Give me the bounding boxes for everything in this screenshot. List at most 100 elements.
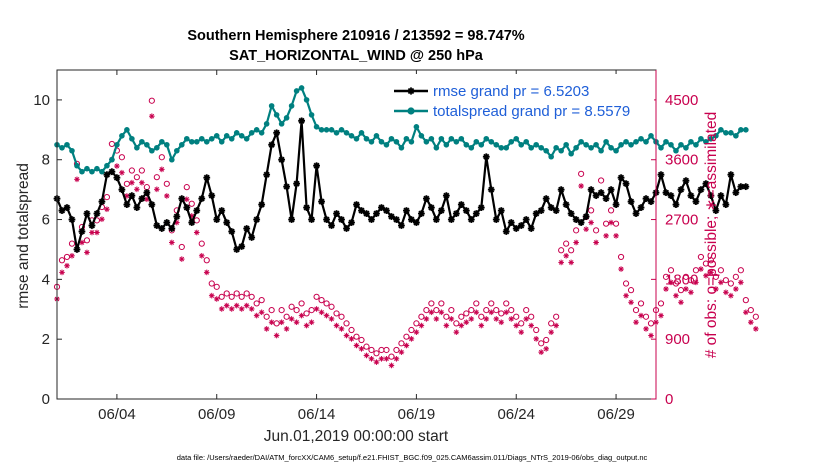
rmse-point — [298, 117, 305, 125]
rmse-point-stroke — [73, 246, 81, 253]
obs-assimilated-point — [69, 252, 75, 259]
rmse-point-stroke — [468, 216, 475, 223]
totalspread-point — [129, 135, 135, 142]
obs-assimilated-point-stroke — [523, 316, 529, 322]
totalspread-point — [114, 141, 120, 148]
legend-rmse-marker — [407, 87, 415, 95]
rmse-point-stroke — [223, 219, 230, 226]
obs-assimilated-point — [708, 269, 714, 276]
obs-assimilated-point-stroke — [424, 316, 429, 322]
rmse-point-stroke — [583, 213, 590, 220]
totalspread-point — [698, 135, 704, 142]
obs-possible-point — [353, 333, 360, 340]
totalspread-point — [708, 135, 714, 142]
obs-assimilated-point — [638, 312, 644, 319]
totalspread-point — [89, 168, 95, 175]
obs-possible-point — [208, 280, 215, 287]
obs-assimilated-point — [468, 316, 475, 322]
rmse-point — [193, 207, 201, 214]
obs-assimilated-point — [518, 329, 525, 336]
rmse-point-stroke — [318, 198, 325, 205]
obs-possible-point — [433, 306, 440, 314]
totalspread-point — [368, 138, 375, 145]
totalspread-point — [398, 144, 405, 151]
obs-assimilated-point-stroke — [179, 256, 185, 262]
obs-assimilated-point-stroke — [394, 356, 399, 362]
obs-assimilated-point-stroke — [463, 319, 469, 325]
rmse-point — [278, 156, 286, 164]
obs-assimilated-point-stroke — [688, 289, 694, 295]
obs-possible-point — [632, 306, 640, 314]
totalspread-point — [528, 144, 535, 151]
obs-assimilated-point-stroke — [319, 309, 324, 315]
rmse-point — [457, 201, 465, 208]
obs-possible-point — [153, 174, 160, 181]
rmse-point-stroke — [672, 201, 680, 208]
rmse-point-stroke — [163, 219, 170, 226]
rmse-point — [687, 192, 695, 200]
obs-assimilated-point-stroke — [369, 356, 374, 362]
totalspread-point — [119, 133, 125, 139]
rmse-point-stroke — [433, 216, 440, 223]
obs-assimilated-point-stroke — [668, 280, 674, 285]
obs-assimilated-point-stroke — [169, 240, 175, 245]
obs-possible-point — [373, 350, 380, 357]
obs-possible-point — [428, 300, 435, 307]
rmse-point-stroke — [538, 207, 545, 214]
rmse-point-stroke — [657, 171, 665, 178]
obs-assimilated-point — [413, 329, 420, 336]
rmse-point-stroke — [298, 117, 305, 124]
rmse-point — [123, 201, 131, 208]
obs-assimilated-point — [59, 269, 65, 276]
obs-possible-point — [363, 343, 370, 350]
totalspread-point — [503, 144, 510, 151]
rmse-point — [682, 177, 690, 185]
rmse-point — [233, 246, 241, 253]
x-axis: 06/04 06/09 06/14 06/19 06/24 06/29 — [98, 70, 635, 423]
totalspread-point — [94, 165, 100, 172]
rmse-point — [672, 201, 680, 208]
obs-assimilated-point-stroke — [134, 186, 140, 192]
obs-assimilated-point-stroke — [553, 323, 559, 328]
obs-assimilated-point — [693, 279, 699, 286]
rmse-point-stroke — [628, 198, 635, 205]
obs-assimilated-point-stroke — [74, 177, 80, 182]
totalspread-point — [373, 133, 380, 139]
totalspread-point — [318, 127, 325, 133]
rmse-point — [73, 246, 81, 253]
rmse-point — [717, 192, 725, 200]
rmse-point-stroke — [548, 204, 555, 211]
obs-assimilated-point — [618, 266, 624, 272]
totalspread-point — [573, 144, 579, 151]
totalspread-point — [438, 135, 445, 142]
obs-assimilated-point-stroke — [259, 309, 264, 315]
rmse-point-stroke — [258, 201, 265, 208]
obs-assimilated-point — [218, 306, 225, 312]
obs-possible-point — [573, 227, 580, 234]
obs-assimilated-point-stroke — [184, 196, 190, 202]
obs-assimilated-point-stroke — [728, 293, 734, 298]
totalspread-point — [423, 138, 430, 145]
rmse-point-stroke — [363, 210, 370, 217]
obs-assimilated-point — [193, 229, 200, 236]
rmse-point-stroke — [198, 195, 205, 202]
rmse-point — [343, 225, 350, 232]
obs-possible-point — [343, 320, 350, 327]
rmse-point-stroke — [178, 195, 185, 202]
obs-possible-point — [103, 194, 111, 201]
obs-possible-point — [118, 154, 125, 161]
rmse-point — [373, 210, 380, 217]
totalspread-point — [493, 141, 500, 148]
obs-assimilated-point-stroke — [159, 167, 165, 172]
obs-possible-point — [303, 310, 310, 317]
rmse-point-stroke — [313, 162, 320, 169]
obs-assimilated-point-stroke — [309, 319, 314, 325]
obs-assimilated-point — [458, 322, 465, 329]
totalspread-point — [253, 127, 260, 133]
rmse-point — [313, 162, 320, 170]
obs-assimilated-point — [343, 332, 350, 339]
rmse-point-stroke — [153, 222, 160, 229]
rmse-point-stroke — [113, 174, 120, 181]
totalspread-point — [248, 130, 255, 136]
obs-assimilated-point — [208, 292, 215, 299]
